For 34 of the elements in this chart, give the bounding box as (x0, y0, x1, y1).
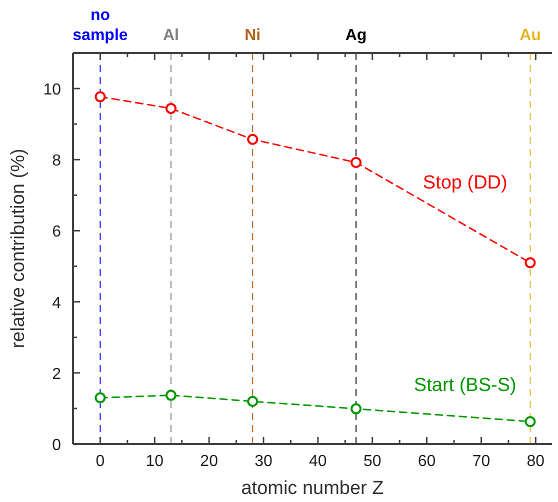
x-tick-label: 50 (363, 453, 382, 470)
ref-line-label: Ni (244, 27, 261, 44)
y-tick-label: 2 (52, 366, 62, 383)
point (94, 392, 106, 404)
ref-line-label: Ag (345, 27, 367, 44)
x-tick-label: 40 (309, 453, 327, 470)
x-tick-label: 20 (200, 453, 218, 470)
y-tick-label: 0 (52, 437, 62, 454)
point (247, 396, 258, 407)
x-tick-label: 70 (472, 453, 490, 470)
point (524, 416, 536, 428)
x-axis-title: atomic number Z (241, 478, 384, 499)
ref-line-label: Al (162, 27, 179, 44)
point (350, 156, 362, 168)
x-tick-label: 0 (96, 453, 105, 470)
y-tick-label: 8 (52, 152, 62, 170)
point (350, 403, 362, 414)
series-label: Start (BS-S) (414, 375, 516, 396)
y-tick-label: 4 (52, 294, 62, 312)
x-tick-label: 10 (146, 453, 164, 470)
ref-line-label: Au (520, 27, 541, 44)
point (165, 102, 176, 114)
series-label: Stop (DD) (422, 172, 508, 194)
y-tick-label: 6 (52, 224, 62, 241)
x-tick-label: 30 (254, 453, 273, 470)
x-tick-label: 60 (418, 453, 436, 470)
x-tick-label: 80 (526, 453, 545, 470)
point (247, 134, 258, 145)
y-axis-title: relative contribution (%) (8, 148, 29, 348)
point (165, 390, 176, 401)
point (524, 257, 536, 268)
point (94, 91, 106, 102)
ref-line-label: no sample (72, 7, 128, 44)
y-tick-label: 10 (43, 82, 62, 99)
